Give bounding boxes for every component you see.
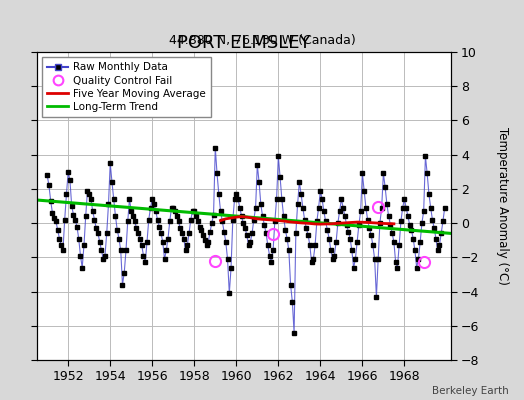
Legend: Raw Monthly Data, Quality Control Fail, Five Year Moving Average, Long-Term Tren: Raw Monthly Data, Quality Control Fail, … xyxy=(42,57,211,117)
Y-axis label: Temperature Anomaly (°C): Temperature Anomaly (°C) xyxy=(496,127,509,285)
Text: 44.880 N, 76.130 W (Canada): 44.880 N, 76.130 W (Canada) xyxy=(169,34,355,47)
Text: Berkeley Earth: Berkeley Earth xyxy=(432,386,508,396)
Title: PORT ELMSLEY: PORT ELMSLEY xyxy=(177,34,310,52)
